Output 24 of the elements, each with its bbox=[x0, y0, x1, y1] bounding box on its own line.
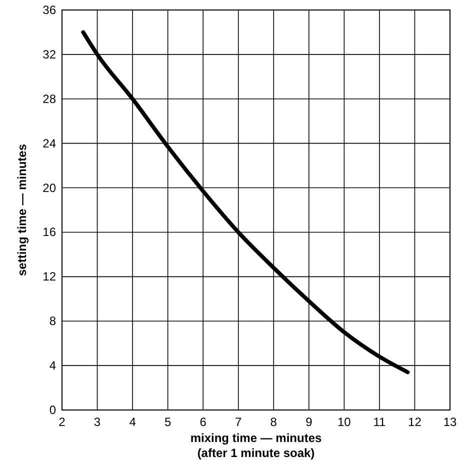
y-tick-label: 24 bbox=[42, 136, 56, 150]
y-axis-title: setting time — minutes bbox=[15, 144, 29, 276]
x-tick-label: 4 bbox=[129, 415, 136, 429]
y-tick-label: 20 bbox=[42, 180, 56, 195]
y-tick-label: 12 bbox=[42, 270, 56, 284]
y-tick-label: 28 bbox=[42, 92, 56, 106]
y-tick-label: 4 bbox=[49, 358, 56, 373]
x-tick-label: 7 bbox=[235, 415, 242, 429]
x-tick-label: 8 bbox=[270, 415, 278, 429]
y-tick-label: 8 bbox=[49, 314, 56, 328]
x-tick-label: 11 bbox=[373, 415, 386, 429]
x-tick-label: 13 bbox=[443, 415, 457, 429]
x-tick-label: 12 bbox=[408, 415, 422, 429]
y-tick-label: 16 bbox=[42, 225, 56, 240]
x-axis-title: mixing time — minutes (after 1 minute soak) bbox=[190, 431, 322, 460]
y-tick-label: 0 bbox=[49, 403, 56, 417]
y-tick-label: 32 bbox=[42, 47, 56, 62]
x-tick-label: 9 bbox=[306, 415, 313, 429]
x-tick-label: 2 bbox=[58, 415, 66, 429]
x-tick-label: 6 bbox=[200, 415, 207, 429]
x-tick-label: 10 bbox=[338, 415, 352, 429]
x-tick-label: 5 bbox=[164, 415, 172, 429]
x-tick-label: 3 bbox=[94, 415, 101, 429]
y-tick-label: 36 bbox=[42, 3, 56, 17]
